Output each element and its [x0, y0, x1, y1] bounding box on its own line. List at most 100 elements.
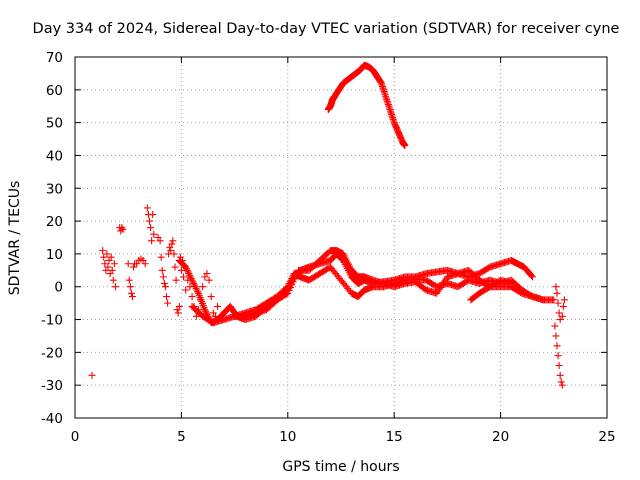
data-point [141, 260, 149, 268]
y-tick-label: 70 [46, 50, 63, 66]
x-tick-label: 0 [71, 429, 80, 445]
data-point [187, 275, 195, 283]
data-point [185, 270, 193, 278]
data-point [180, 273, 188, 281]
data-point [552, 283, 560, 291]
data-point [552, 332, 560, 340]
data-point [401, 142, 409, 150]
y-tick-label: 40 [46, 148, 63, 164]
data-point [188, 276, 196, 284]
data-point [103, 250, 111, 258]
data-point [109, 276, 117, 284]
data-point [203, 270, 211, 278]
data-point [182, 286, 190, 294]
y-tick-labels: -40 -30 -20 -10 0 10 20 30 40 50 60 70 [41, 50, 63, 427]
data-point [192, 312, 200, 320]
x-tick-label: 15 [386, 429, 403, 445]
x-axis-label: GPS time / hours [282, 459, 399, 475]
y-tick-label: -40 [41, 411, 63, 427]
data-point [553, 289, 561, 297]
data-point [556, 371, 564, 379]
data-point [108, 266, 116, 274]
data-point [143, 204, 151, 212]
data-point [183, 266, 191, 274]
data-point [149, 211, 157, 219]
data-point [557, 378, 565, 386]
data-point [182, 265, 190, 273]
data-point [107, 253, 115, 261]
data-point [175, 302, 183, 310]
data-point [199, 283, 207, 291]
y-tick-label: -10 [41, 313, 63, 329]
data-point [99, 247, 107, 255]
data-point [118, 224, 126, 232]
data-point [182, 263, 190, 271]
data-point [555, 361, 563, 369]
data-point [553, 342, 561, 350]
data-point [163, 293, 171, 301]
data-point [164, 299, 172, 307]
chart-title: Day 334 of 2024, Sidereal Day-to-day VTE… [33, 21, 620, 37]
data-point [194, 288, 202, 296]
data-point [190, 279, 198, 287]
data-point [148, 237, 156, 245]
data-point [186, 273, 194, 281]
data-point [100, 253, 108, 261]
data-point [529, 273, 537, 281]
data-point [177, 266, 185, 274]
data-point [126, 283, 134, 291]
y-tick-label: 20 [46, 214, 63, 230]
data-point [282, 290, 290, 298]
data-point [539, 296, 547, 304]
data-point [157, 253, 165, 261]
data-point [128, 293, 136, 301]
data-point [170, 250, 178, 258]
data-point [147, 224, 155, 232]
data-marks [88, 61, 568, 389]
y-tick-label: -30 [41, 378, 63, 394]
data-point [214, 302, 222, 310]
data-point [191, 283, 199, 291]
data-point [158, 266, 166, 274]
data-point [168, 240, 176, 248]
data-point [558, 381, 566, 389]
y-tick-label: -20 [41, 345, 63, 361]
data-point [171, 263, 179, 271]
data-point [527, 272, 535, 280]
y-tick-label: 0 [54, 280, 63, 296]
y-tick-label: 10 [46, 247, 63, 263]
data-point [172, 276, 180, 284]
data-point [555, 309, 563, 317]
data-point [201, 306, 209, 314]
data-point [160, 279, 168, 287]
data-point [207, 293, 215, 301]
x-tick-labels: 0 5 10 15 20 25 [71, 429, 616, 445]
data-point [119, 225, 127, 233]
x-tick-label: 25 [598, 429, 615, 445]
x-tick-label: 10 [279, 429, 296, 445]
data-point [125, 276, 133, 284]
data-point [188, 293, 196, 301]
data-point [205, 276, 213, 284]
y-tick-label: 30 [46, 181, 63, 197]
data-point [559, 302, 567, 310]
data-point [150, 230, 158, 238]
data-point [554, 352, 562, 360]
data-point [554, 299, 562, 307]
data-point [159, 273, 167, 281]
data-point [127, 289, 135, 297]
data-point [167, 247, 175, 255]
data-point [156, 237, 164, 245]
data-point [101, 260, 109, 268]
data-point [507, 279, 515, 287]
plot-frame [74, 56, 608, 419]
data-point [192, 284, 200, 292]
y-axis-label: SDTVAR / TECUs [7, 181, 23, 296]
x-tick-label: 20 [492, 429, 509, 445]
data-point [110, 260, 118, 268]
data-point [111, 283, 119, 291]
data-point [551, 322, 559, 330]
y-tick-label: 50 [46, 116, 63, 132]
data-point [560, 296, 568, 304]
